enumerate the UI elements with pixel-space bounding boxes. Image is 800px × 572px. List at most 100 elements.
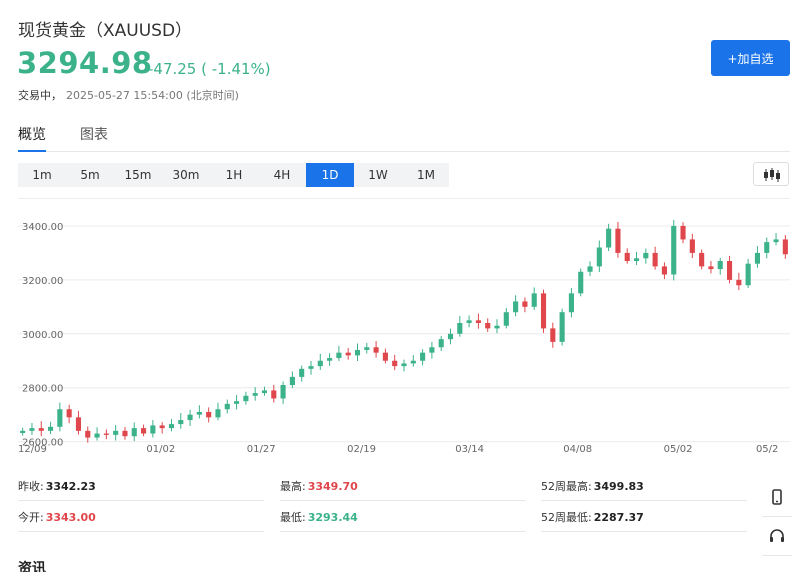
candle-body [215, 409, 221, 418]
candle [327, 353, 333, 366]
quote-stats: 昨收: 3342.23 最高: 3349.70 52周最高: 3499.83 今开: 3… [0, 470, 800, 532]
candle [196, 405, 202, 419]
candle [392, 354, 398, 371]
tab-chart[interactable]: 图表 [80, 127, 108, 143]
stat-high: 最高: 3349.70 [280, 478, 358, 494]
price-change: -47.25 ( -1.41%) [148, 60, 271, 78]
candle-body [122, 430, 128, 437]
period-4h[interactable]: 4H [273, 168, 291, 182]
candle [122, 427, 128, 440]
candle [299, 365, 305, 382]
candle-body [503, 312, 509, 326]
candle [717, 257, 723, 275]
candle-body [466, 320, 472, 323]
candle [187, 409, 193, 426]
candle [75, 410, 82, 435]
headset-icon[interactable] [762, 521, 792, 551]
candle-body [354, 349, 361, 356]
tab-bar: 概览 图表 [18, 124, 790, 152]
candle-body [289, 376, 295, 385]
candle-body [596, 247, 602, 267]
candle-body [57, 409, 63, 427]
candle [178, 413, 184, 429]
candle [224, 399, 230, 414]
candle [466, 315, 472, 328]
candle [457, 315, 463, 337]
candle-body [522, 301, 528, 307]
candle-body [410, 360, 416, 364]
side-divider [762, 516, 792, 517]
candlestick-chart: 3400.00 3200.00 3000.00 2800.00 2600.0012/09… [18, 220, 790, 454]
candle-body [550, 328, 556, 342]
candlestick-icon [764, 168, 780, 182]
candle-body [717, 261, 723, 270]
candle-body [420, 352, 426, 361]
candle-body [726, 261, 733, 280]
candle [94, 427, 100, 441]
candle [568, 287, 574, 318]
candle-body [475, 320, 481, 323]
candle [20, 427, 26, 436]
period-1h[interactable]: 1H [225, 168, 243, 182]
candle-body [438, 339, 444, 348]
add-watchlist-button[interactable]: +加自选 [711, 40, 790, 76]
y-tick-label: 3200.00 [22, 276, 63, 287]
candle-body [392, 360, 398, 367]
candle [615, 221, 621, 258]
period-30m[interactable]: 30m [172, 168, 200, 182]
candle [699, 249, 705, 270]
candle-body [494, 325, 500, 329]
candle-body [773, 239, 779, 243]
candle [494, 319, 500, 334]
chart-type-button[interactable] [753, 162, 789, 186]
candle [485, 318, 491, 332]
candle [85, 426, 91, 443]
candle [438, 335, 444, 352]
price-chart[interactable]: 3400.00 3200.00 3000.00 2800.00 2600.00 12/09… [18, 198, 790, 454]
stat-divider [18, 531, 264, 532]
candle [708, 261, 714, 274]
candle [606, 223, 612, 252]
period-5m[interactable]: 5m [80, 168, 100, 182]
candle [159, 422, 165, 434]
period-1d[interactable]: 1D [306, 163, 354, 187]
period-1w[interactable]: 1W [368, 168, 388, 182]
candle-body [234, 401, 240, 404]
candle [308, 361, 314, 375]
candle-body [364, 347, 370, 350]
stat-divider [280, 500, 526, 501]
candle [624, 248, 630, 264]
stat-52w-low: 52周最低: 2287.37 [541, 509, 644, 525]
candle-body [224, 403, 230, 410]
candle-body [615, 228, 621, 253]
stat-low-label: 最低: [280, 511, 306, 524]
candle [113, 424, 119, 441]
candle [243, 391, 249, 405]
candle [150, 420, 156, 438]
candle-body [29, 428, 35, 431]
candle [531, 287, 537, 311]
period-15m[interactable]: 15m [124, 168, 152, 182]
stat-open: 今开: 3343.00 [18, 509, 96, 525]
candle [503, 307, 509, 329]
candle [661, 262, 667, 280]
candle-body [652, 252, 658, 267]
candle-body [699, 252, 705, 267]
candle [513, 295, 519, 317]
candle [234, 394, 240, 410]
candle [271, 384, 277, 403]
candle-body [382, 352, 388, 361]
candle [141, 424, 147, 437]
x-tick-label: 12/09 [18, 444, 47, 454]
phone-icon[interactable] [762, 482, 792, 512]
period-1m[interactable]: 1m [32, 168, 52, 182]
period-1mo[interactable]: 1M [417, 168, 435, 182]
stat-open-label: 今开: [18, 511, 44, 524]
candle [447, 328, 454, 345]
candle [280, 381, 286, 404]
candle [633, 251, 640, 266]
stat-high-value: 3349.70 [307, 480, 358, 493]
tab-overview[interactable]: 概览 [18, 124, 46, 152]
candle-body [745, 263, 751, 286]
candle-body [336, 352, 342, 359]
